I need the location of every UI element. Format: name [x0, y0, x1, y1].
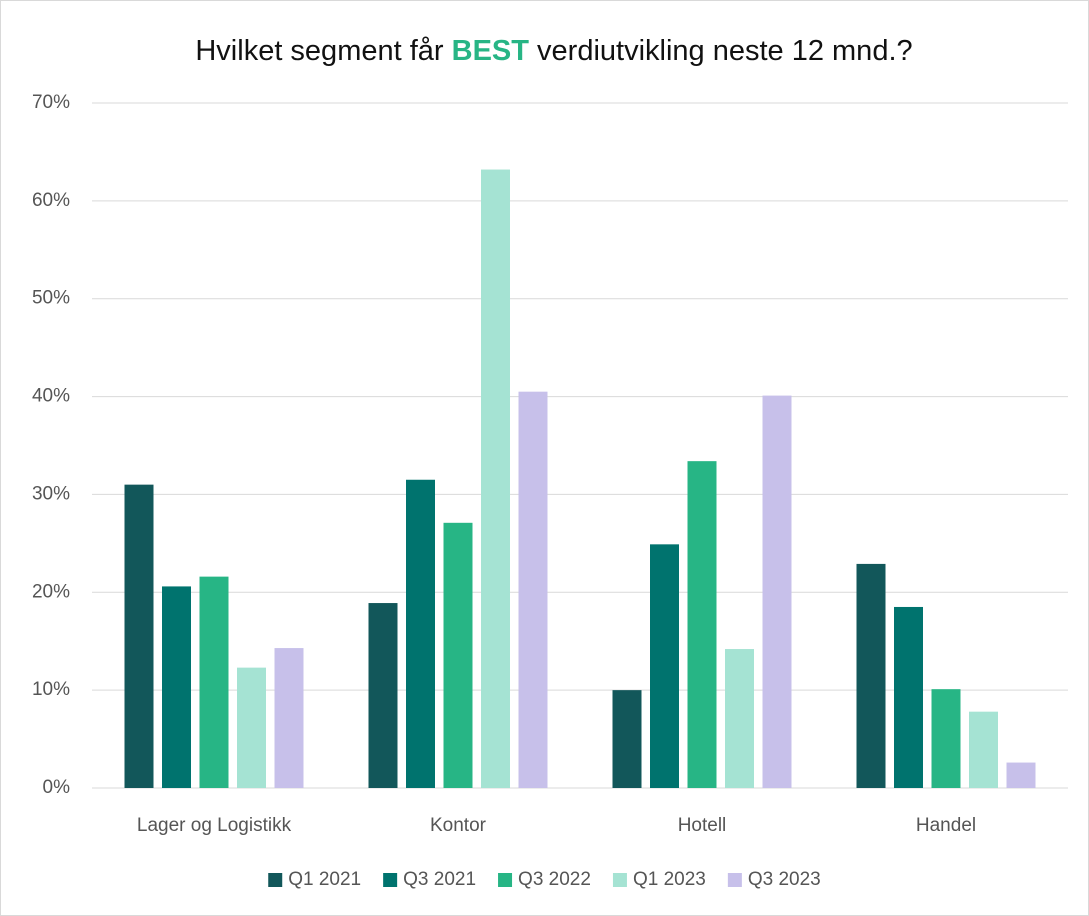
y-tick-label: 70%	[32, 92, 70, 113]
legend-label: Q3 2021	[403, 869, 476, 890]
bar	[894, 606, 923, 788]
bar	[856, 563, 886, 788]
bar	[518, 391, 548, 788]
y-tick-label: 30%	[32, 483, 70, 504]
title-highlight: BEST	[452, 35, 530, 67]
title-part: Hvilket segment får	[195, 35, 444, 67]
legend-swatch	[498, 873, 513, 887]
bar	[443, 522, 473, 788]
bar	[274, 648, 304, 788]
bar	[237, 667, 266, 788]
y-tick-label: 50%	[32, 288, 70, 309]
bar	[481, 169, 510, 789]
bar	[725, 649, 754, 788]
bar	[969, 711, 998, 788]
title-part: verdiutvikling neste 12 mnd.?	[537, 35, 913, 67]
legend-label: Q1 2021	[288, 869, 361, 890]
y-tick-label: 60%	[32, 190, 70, 211]
y-tick-label: 10%	[32, 679, 70, 700]
x-tick-label: Kontor	[430, 815, 487, 836]
bar	[762, 395, 792, 788]
legend-label: Q3 2022	[518, 869, 591, 890]
bar	[650, 544, 679, 788]
legend-label: Q3 2023	[748, 869, 821, 890]
bar	[1006, 762, 1036, 788]
legend-swatch	[612, 873, 627, 887]
legend-label: Q1 2023	[633, 869, 706, 890]
legend-swatch	[383, 873, 398, 887]
y-tick-label: 40%	[32, 386, 70, 407]
chart-title: Hvilket segment får BEST verdiutvikling …	[195, 35, 912, 67]
x-tick-label: Handel	[916, 815, 976, 836]
legend-swatch	[268, 873, 283, 887]
y-tick-label: 20%	[32, 581, 70, 602]
y-tick-label: 0%	[43, 777, 71, 798]
bar	[406, 479, 435, 788]
bar	[931, 689, 961, 788]
x-tick-label: Hotell	[678, 815, 727, 836]
x-tick-label: Lager og Logistikk	[137, 815, 292, 836]
bar	[162, 586, 191, 788]
bar	[368, 603, 398, 788]
bar	[124, 484, 154, 788]
bar	[687, 461, 717, 788]
bar	[612, 690, 642, 788]
legend-swatch	[727, 873, 742, 887]
bar	[199, 576, 229, 788]
